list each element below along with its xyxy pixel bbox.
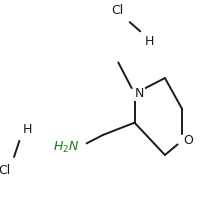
Text: O: O bbox=[183, 134, 193, 147]
Text: Cl: Cl bbox=[0, 164, 11, 177]
Text: Cl: Cl bbox=[112, 4, 124, 17]
Text: N: N bbox=[135, 87, 144, 100]
Text: $H_2N$: $H_2N$ bbox=[53, 140, 79, 155]
Text: H: H bbox=[23, 123, 32, 136]
Text: H: H bbox=[144, 35, 154, 48]
